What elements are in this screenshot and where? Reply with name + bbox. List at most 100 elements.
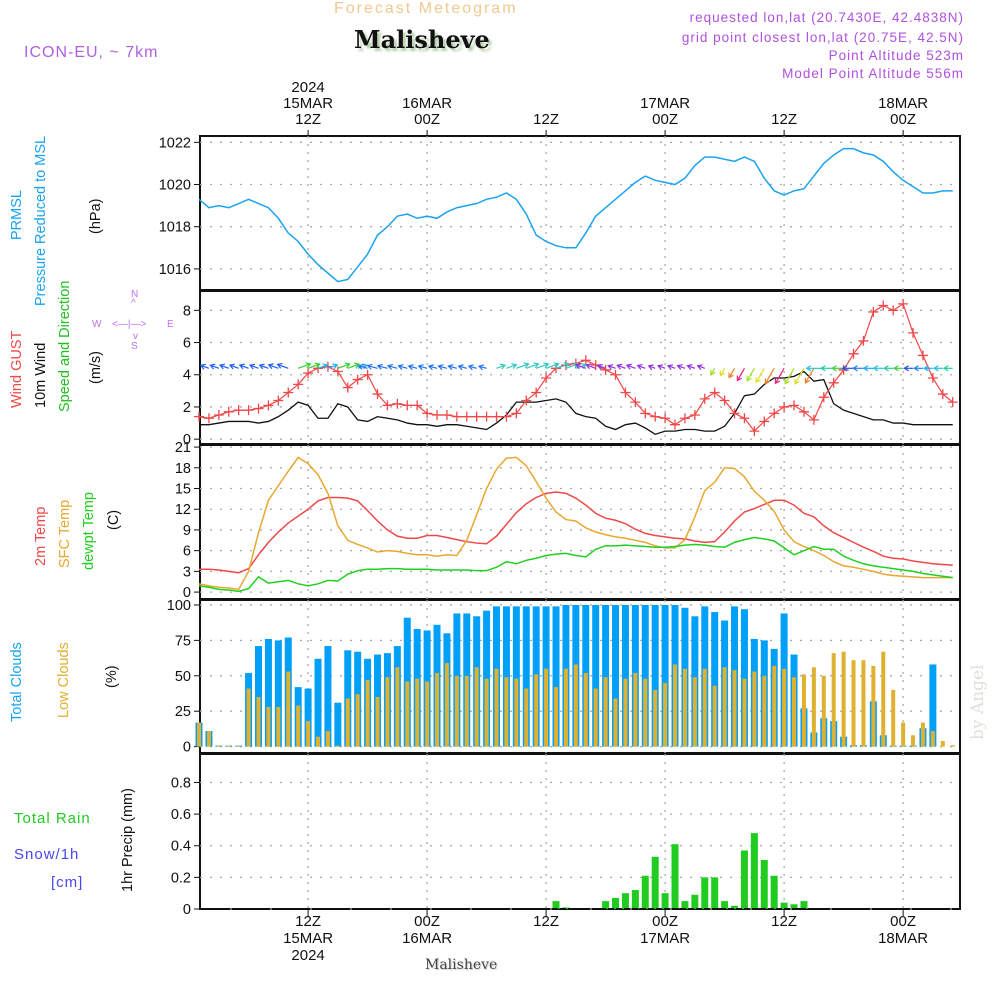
wind-direction-arrow (468, 365, 477, 369)
y-tick-label: 1018 (159, 220, 191, 236)
wind-gust-marker (451, 411, 462, 422)
panel-frame (199, 135, 961, 291)
wind-arrow-head (397, 364, 404, 370)
total-cloud-bar (304, 688, 312, 747)
wind-direction-arrow (535, 363, 549, 369)
wind-direction-arrow (418, 365, 428, 369)
wind-gust-marker (838, 364, 849, 375)
low-cloud-bar (911, 735, 916, 747)
time-axis-label: 16MAR (402, 95, 453, 112)
wind-gust-marker (927, 372, 938, 383)
wind-arrow-head (805, 365, 812, 372)
total-cloud-bar (711, 612, 719, 747)
model-altitude: Model Point Altitude 556m (782, 66, 964, 81)
low-cloud-bar (375, 697, 380, 747)
low-cloud-bar (643, 678, 648, 747)
low-cloud-bar (276, 706, 281, 747)
low-cloud-bar (236, 745, 241, 747)
wind-arrow-head (913, 365, 919, 372)
wind-arrow-head (755, 377, 761, 384)
wind-arrow-head (596, 363, 603, 370)
wind-arrow-head (407, 364, 414, 371)
total-cloud-bar (602, 604, 610, 747)
low-cloud-bar (732, 670, 737, 747)
wind-arrow-head (862, 365, 869, 372)
wind-arrow-head (696, 364, 703, 371)
y-tick-label: 4 (183, 368, 191, 384)
wind-direction-arrow (496, 364, 506, 369)
low-cloud-bar (633, 672, 638, 747)
wind-gust-marker (908, 327, 919, 338)
low-cloud-bar (435, 672, 440, 747)
low-cloud-bar (940, 740, 945, 747)
wind-gust-marker (818, 392, 829, 403)
wind-direction-arrow (367, 365, 378, 369)
wind-arrow-head (710, 369, 716, 376)
wind-gust-marker (352, 374, 363, 385)
wind-gust-marker (511, 408, 522, 419)
total-cloud-bar (274, 640, 282, 747)
wind-direction-arrow (657, 365, 666, 369)
wind-gust-marker (194, 411, 205, 422)
rain-bar (701, 877, 709, 909)
wind-arrow-head (719, 370, 726, 377)
wind-arrow-head (386, 363, 394, 370)
low-cloud-bar (653, 689, 658, 747)
wind-direction-arrow (545, 363, 559, 369)
wind-arrow-head (437, 364, 444, 371)
wind-direction-arrow (210, 364, 220, 369)
wind-gust-marker (501, 411, 512, 422)
wind-arrow-head (218, 363, 226, 370)
low-cloud-bar (722, 667, 727, 747)
rain-bar (731, 905, 739, 909)
rain-bar (790, 904, 798, 909)
low-cloud-bar (514, 678, 519, 747)
y-tick-label: 21 (175, 440, 191, 456)
total-cloud-bar (502, 606, 510, 747)
low-cloud-bar (266, 706, 271, 747)
low-cloud-bar (216, 745, 221, 747)
wind-direction-arrow (575, 364, 586, 369)
wind-gust-marker (610, 369, 621, 380)
wind-gust-marker (432, 410, 443, 421)
wind-direction-arrow (387, 365, 398, 369)
low-cloud-bar (673, 664, 678, 747)
low-cloud-bar (801, 674, 806, 747)
wind-gust-marker (630, 397, 641, 408)
wind-gust-marker (670, 419, 681, 430)
station-name: Malisheve (354, 25, 490, 54)
total-cloud-bar (512, 606, 520, 747)
wind-direction-arrow (239, 364, 249, 369)
wind-gust-marker (789, 400, 800, 411)
low-cloud-bar (593, 688, 598, 747)
wind-direction-arrow (607, 365, 616, 369)
wind-direction-arrow (626, 364, 636, 369)
low-cloud-bar (246, 688, 251, 747)
wind-gust-marker (372, 389, 383, 400)
time-axis-label: 2024 (291, 79, 325, 96)
rain-bar (711, 877, 719, 909)
rain-bar (780, 902, 788, 909)
low-cloud-bar (534, 674, 539, 747)
wind-gust-marker (263, 400, 274, 411)
wind-arrow-head (923, 365, 929, 372)
chart-title: Forecast Meteogram (334, 0, 518, 17)
precip-snow-legend: Snow/1h (14, 846, 80, 863)
wind-gust-marker (769, 408, 780, 419)
low-cloud-bar (306, 721, 311, 747)
wind-gust-marker (798, 406, 809, 417)
low-cloud-bar (752, 671, 757, 747)
rain-bar (612, 897, 620, 909)
wind-arrow-head (305, 362, 312, 369)
wind-gust-marker (898, 298, 909, 309)
temp-2m-line (199, 491, 953, 574)
wind-arrow-head (248, 363, 256, 370)
wind-gust-marker (392, 398, 403, 409)
wind-arrow-head (238, 363, 245, 370)
y-tick-label: 0 (183, 432, 191, 448)
low-cloud-bar (851, 660, 856, 747)
total-cloud-bar (264, 638, 272, 747)
time-axis-label: 12Z (533, 111, 560, 128)
y-tick-label: 18 (175, 461, 191, 477)
